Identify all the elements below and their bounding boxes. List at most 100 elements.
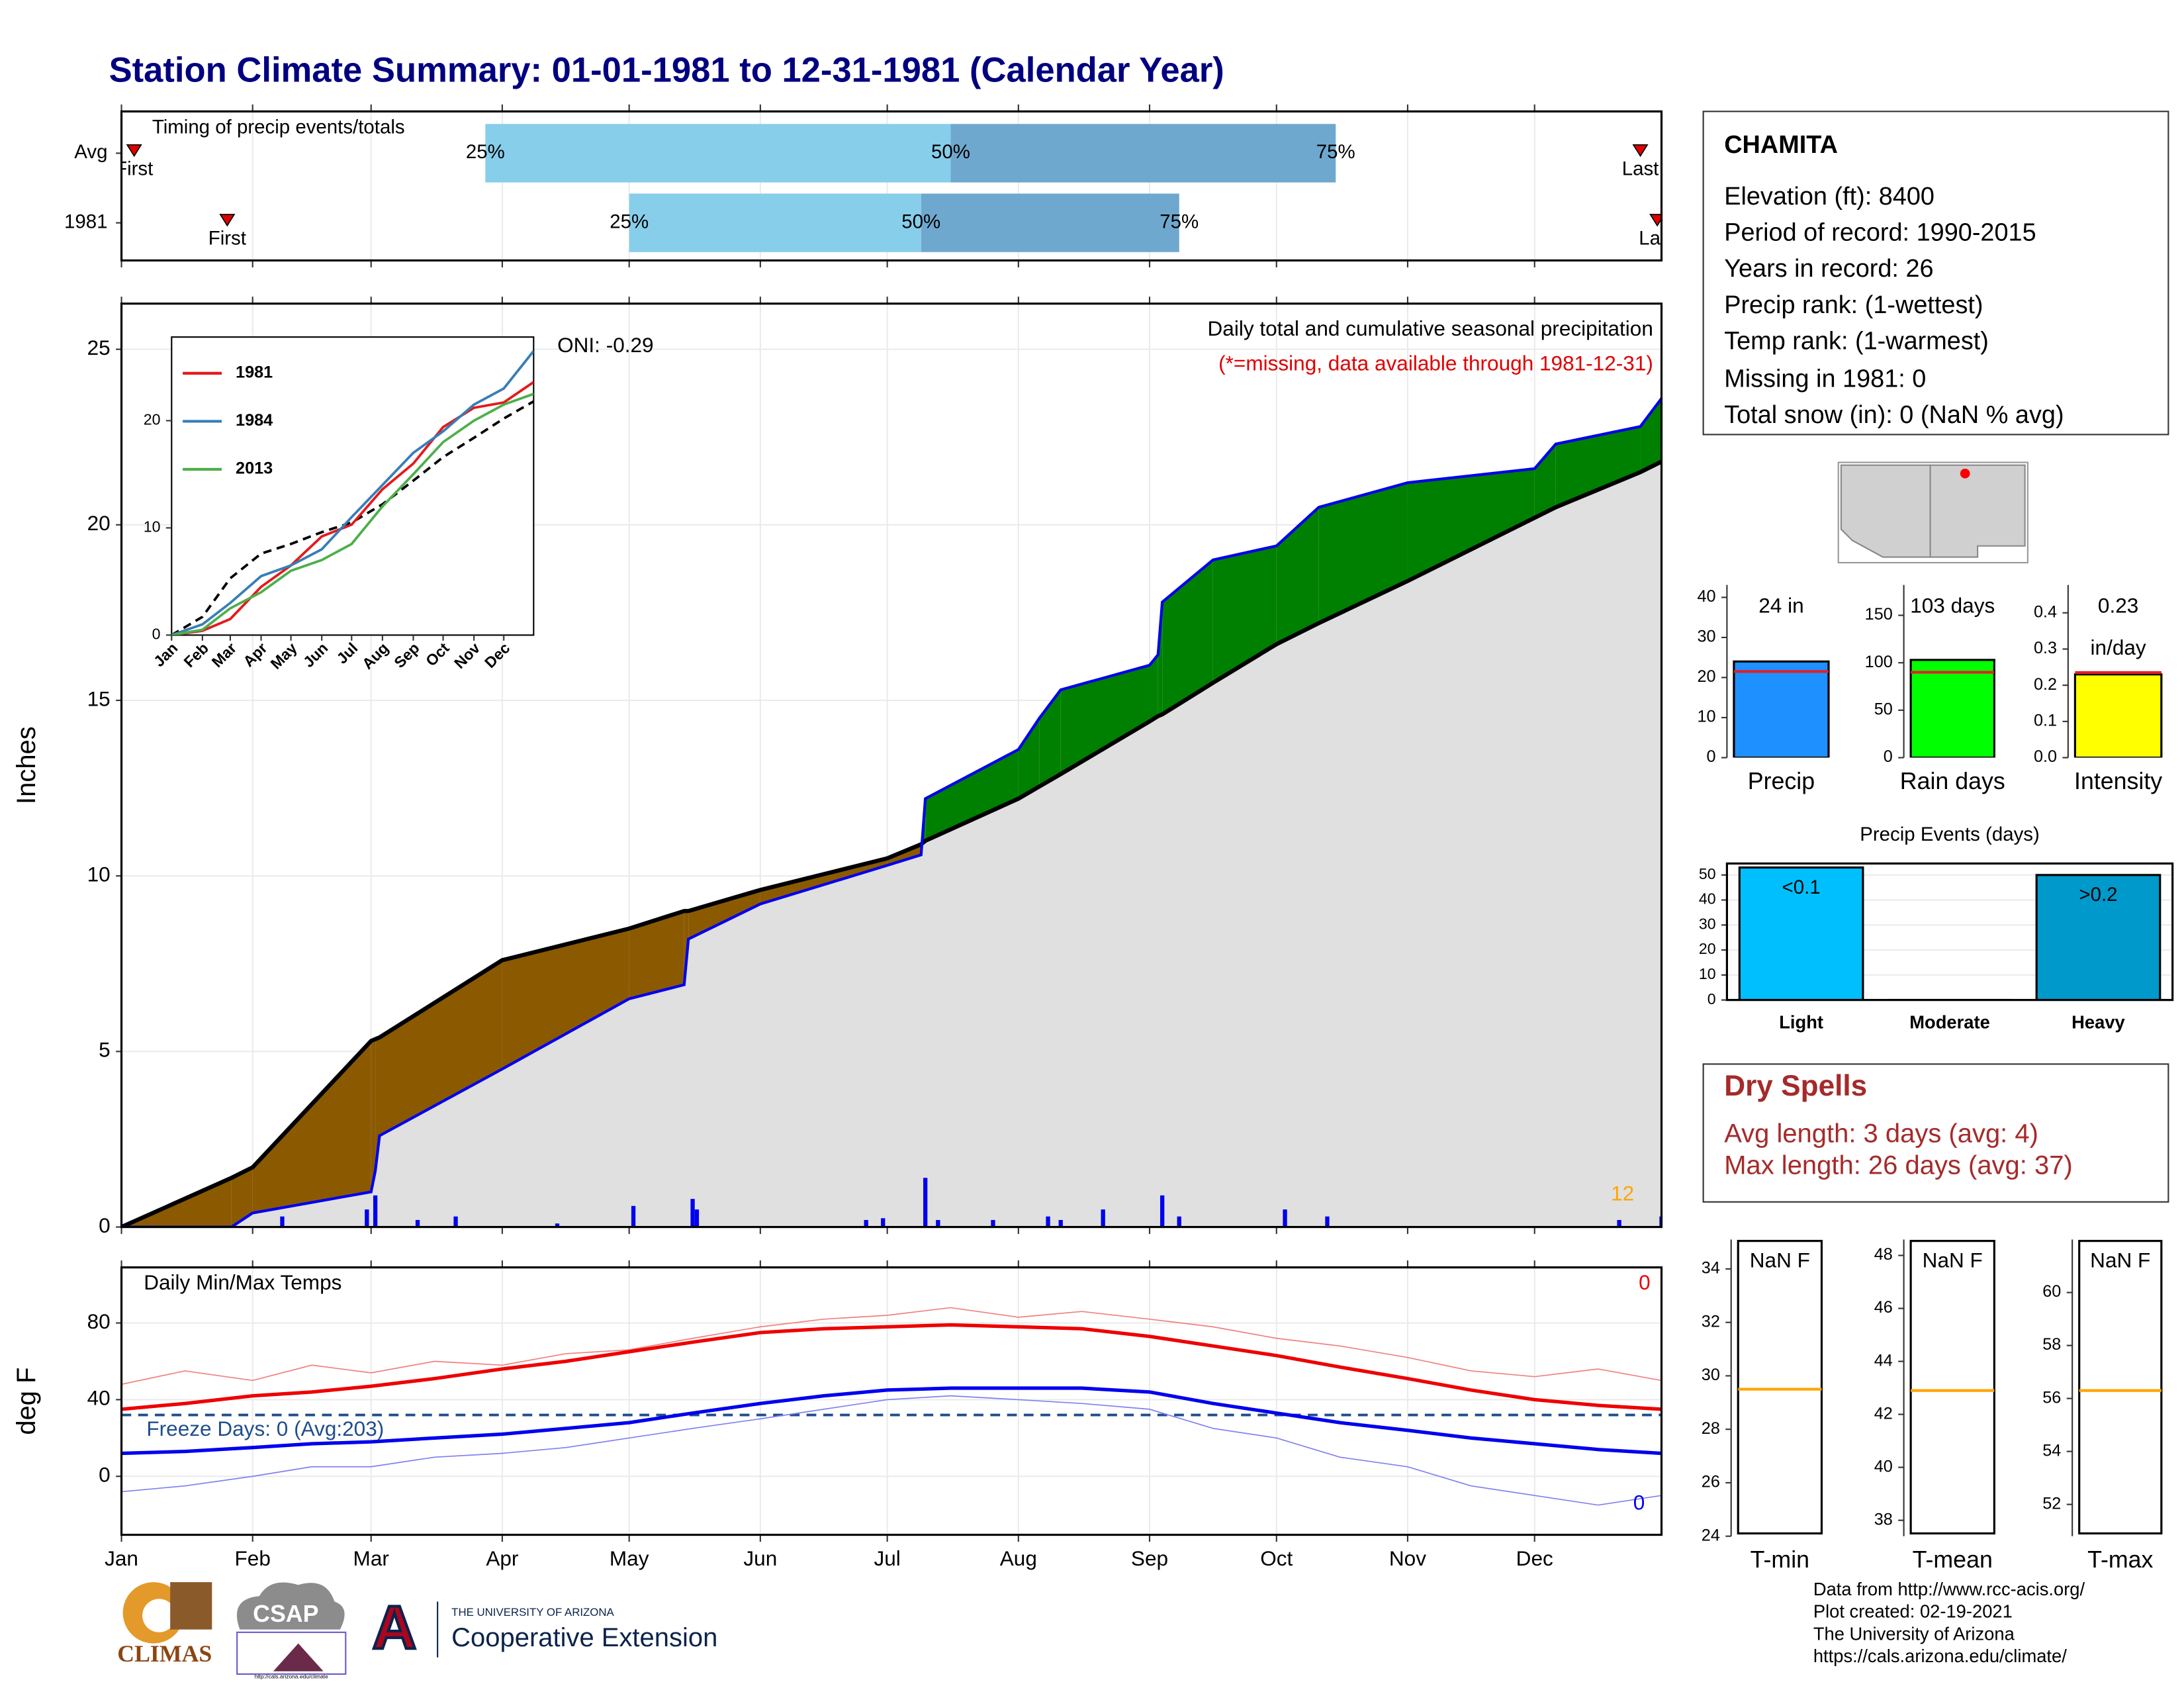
bar-frame (1909, 1240, 1995, 1535)
series-line (121, 1323, 1662, 1411)
y-axis-label: deg F (12, 1367, 41, 1434)
climas-logo-text: CLIMAS (117, 1640, 212, 1667)
bar (1738, 866, 1864, 1000)
surplus-area (1212, 545, 1277, 683)
y-tick-label: 58 (2042, 1335, 2061, 1354)
daily-precip-bar (936, 1219, 940, 1227)
y-tick-label: 0 (99, 1213, 111, 1237)
y-tick-label: 56 (2042, 1388, 2061, 1407)
deficit-area (760, 858, 887, 904)
y-tick-label: 30 (1702, 1366, 1720, 1384)
legend-label: 2013 (236, 459, 273, 478)
y-tick-label: 100 (1865, 653, 1893, 671)
value-label: 0.23 (2098, 594, 2138, 618)
footer-line: The University of Arizona (1813, 1623, 2015, 1644)
quartile-bar (629, 193, 921, 252)
chart-title: Precip Events (days) (1860, 823, 2040, 845)
x-tick-label: Sep (1131, 1546, 1168, 1570)
y-tick-label: 52 (2042, 1494, 2061, 1513)
station-name: CHAMITA (1724, 131, 1838, 159)
row-label: 1981 (64, 211, 108, 232)
x-tick-label: Jul (874, 1546, 900, 1570)
average-line (171, 400, 534, 635)
map-state (1929, 464, 2026, 558)
observed-line (121, 397, 1662, 1227)
note: (*=missing, data available through 1981-… (1218, 352, 1653, 375)
value-label: NaN F (2090, 1248, 2150, 1272)
daily-precip-bar (690, 1199, 695, 1227)
bar (2073, 673, 2163, 758)
average-line (121, 459, 1662, 1227)
event-label: Last (1622, 158, 1659, 179)
station-box (1702, 111, 2169, 436)
value-unit: in/day (2091, 635, 2146, 659)
y-tick-label: 0.4 (2034, 602, 2057, 621)
row-label: Avg (74, 141, 107, 163)
daily-precip-bar (923, 1178, 928, 1227)
plot-area (2078, 1240, 2163, 1535)
daily-precip-bar (1283, 1209, 1287, 1227)
x-tick-label: Heavy (2071, 1012, 2125, 1033)
bar (2035, 874, 2161, 1000)
y-tick-label: 30 (1697, 628, 1715, 646)
y-tick-label: 0.1 (2034, 712, 2057, 730)
freeze-label: Freeze Days: 0 (Avg:203) (146, 1417, 384, 1440)
series-line (171, 350, 534, 635)
plot-frame (120, 1266, 1663, 1536)
station-line: Temp rank: (1-warmest) (1724, 328, 1989, 355)
plot-area (121, 1267, 1662, 1535)
csap-cloud (236, 1582, 345, 1630)
series-line (171, 381, 534, 635)
bar (1909, 659, 1995, 758)
dry-spells-title: Dry Spells (1724, 1070, 1867, 1102)
climas-emblem (170, 1582, 212, 1630)
series-line (121, 1386, 1662, 1456)
surplus-area (1149, 655, 1158, 722)
x-tick-label: T-max (2087, 1546, 2153, 1573)
percentile-label: 25% (610, 211, 649, 232)
event-label: First (115, 158, 153, 179)
x-tick-label: Oct (1260, 1546, 1293, 1570)
x-tick-label: Intensity (2074, 768, 2162, 794)
bar-frame (2078, 1240, 2163, 1535)
panel-bg (2072, 1239, 2169, 1536)
deficit-area (629, 911, 684, 999)
deficit-area (231, 1167, 253, 1227)
x-tick-label: T-min (1751, 1546, 1809, 1573)
y-tick-label: 0 (99, 1463, 111, 1487)
location-map (1837, 461, 2028, 564)
station-line: Elevation (ft): 8400 (1724, 183, 1934, 211)
plot-area (121, 303, 1662, 1227)
y-tick-label: 40 (1874, 1457, 1893, 1476)
y-tick-label: 80 (87, 1309, 111, 1333)
surplus-area (1555, 426, 1641, 508)
panel-bg (1903, 1239, 2001, 1536)
dry-spells-line: Max length: 26 days (avg: 37) (1724, 1151, 2073, 1180)
daily-precip-bar (365, 1209, 369, 1227)
bar-frame (1737, 1240, 1823, 1535)
event-marker (126, 144, 142, 158)
footer-line: https://cals.arizona.edu/climate/ (1813, 1646, 2067, 1666)
x-tick-label: Feb (235, 1546, 271, 1570)
station-line: Period of record: 1990-2015 (1724, 218, 2036, 246)
daily-precip-bar (631, 1205, 636, 1227)
y-tick-label: 34 (1702, 1259, 1720, 1278)
daily-precip-bar (864, 1219, 868, 1227)
count-label: 12 (1611, 1182, 1634, 1205)
surplus-area (1276, 507, 1319, 645)
x-tick-label: Nov (1389, 1546, 1426, 1570)
dry-spells-box (1702, 1063, 2169, 1203)
y-tick-label: 40 (1697, 587, 1715, 606)
legend-label: 1981 (236, 363, 273, 382)
annotation: 0 (1633, 1491, 1645, 1515)
y-tick-label: 0 (1707, 990, 1716, 1008)
station-line: Years in record: 26 (1724, 255, 1933, 283)
daily-precip-bar (881, 1218, 886, 1227)
y-tick-label: 10 (87, 863, 111, 886)
surplus-area (1407, 468, 1535, 581)
y-tick-label: 5 (99, 1038, 111, 1062)
x-tick-label: Light (1779, 1012, 1823, 1033)
ua-unit: Cooperative Extension (451, 1623, 717, 1652)
y-tick-label: 50 (1699, 865, 1716, 882)
chart-title: Daily Min/Max Temps (144, 1270, 341, 1294)
